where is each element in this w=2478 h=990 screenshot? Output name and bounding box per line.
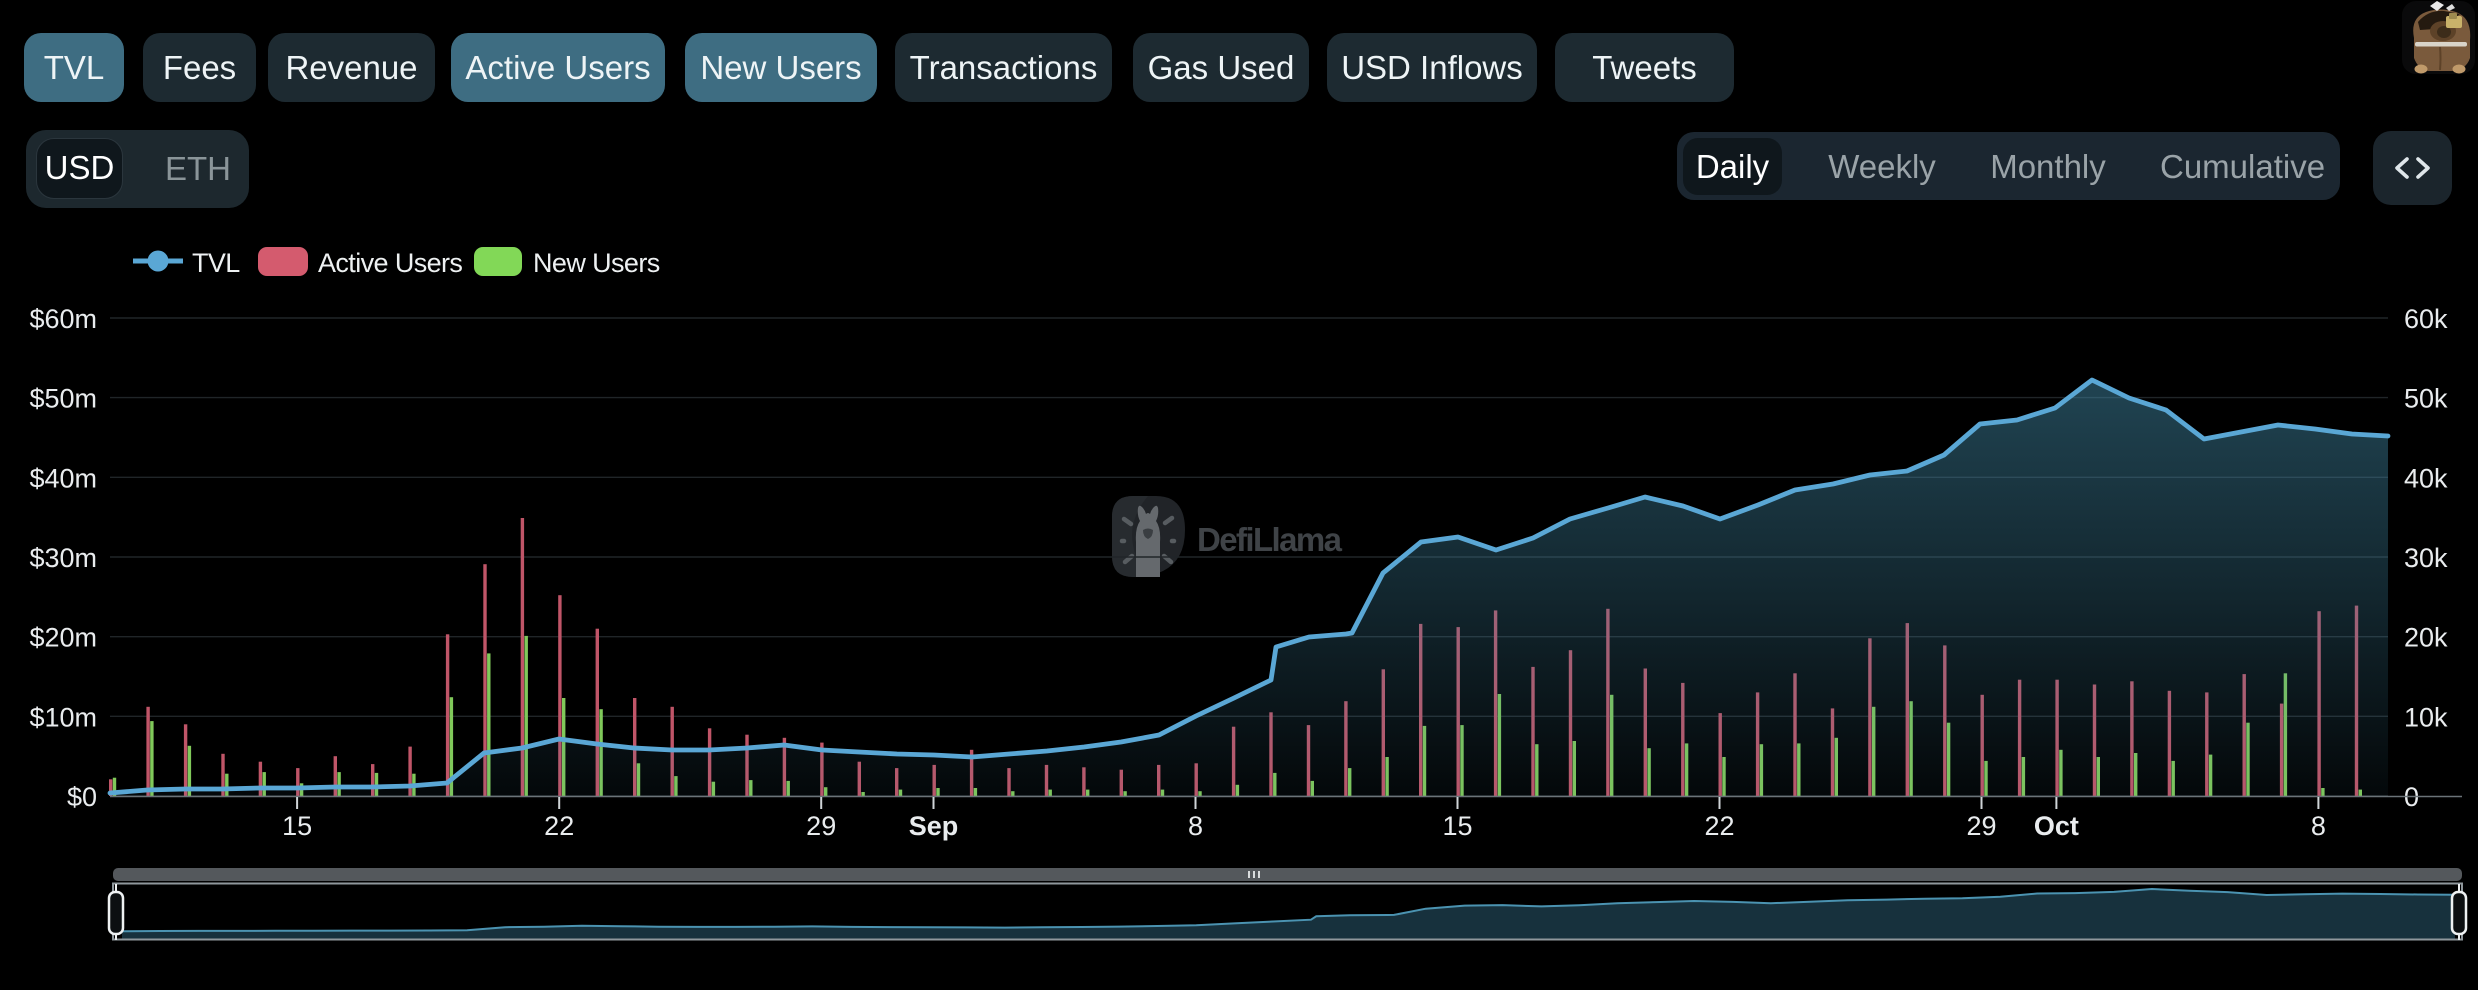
- svg-text:New Users: New Users: [533, 248, 660, 278]
- svg-text:DefiLlama: DefiLlama: [1197, 521, 1343, 558]
- svg-text:8: 8: [1188, 811, 1203, 841]
- svg-text:$10m: $10m: [29, 702, 97, 732]
- svg-text:$40m: $40m: [29, 463, 97, 493]
- svg-text:29: 29: [1966, 811, 1996, 841]
- svg-text:Active Users: Active Users: [318, 248, 462, 278]
- svg-text:22: 22: [544, 811, 574, 841]
- svg-text:$30m: $30m: [29, 543, 97, 573]
- svg-text:29: 29: [806, 811, 836, 841]
- svg-text:30k: 30k: [2404, 543, 2448, 573]
- svg-text:$50m: $50m: [29, 384, 97, 414]
- svg-text:60k: 60k: [2404, 304, 2448, 334]
- svg-text:50k: 50k: [2404, 384, 2448, 414]
- svg-text:8: 8: [2311, 811, 2326, 841]
- svg-text:$60m: $60m: [29, 304, 97, 334]
- svg-text:$20m: $20m: [29, 623, 97, 653]
- svg-text:Oct: Oct: [2034, 811, 2079, 841]
- svg-text:15: 15: [1442, 811, 1472, 841]
- svg-text:15: 15: [282, 811, 312, 841]
- svg-text:22: 22: [1704, 811, 1734, 841]
- svg-text:40k: 40k: [2404, 463, 2448, 493]
- svg-text:$0: $0: [67, 782, 97, 812]
- svg-text:Sep: Sep: [909, 811, 959, 841]
- svg-text:TVL: TVL: [192, 248, 240, 278]
- svg-text:20k: 20k: [2404, 623, 2448, 653]
- svg-text:10k: 10k: [2404, 702, 2448, 732]
